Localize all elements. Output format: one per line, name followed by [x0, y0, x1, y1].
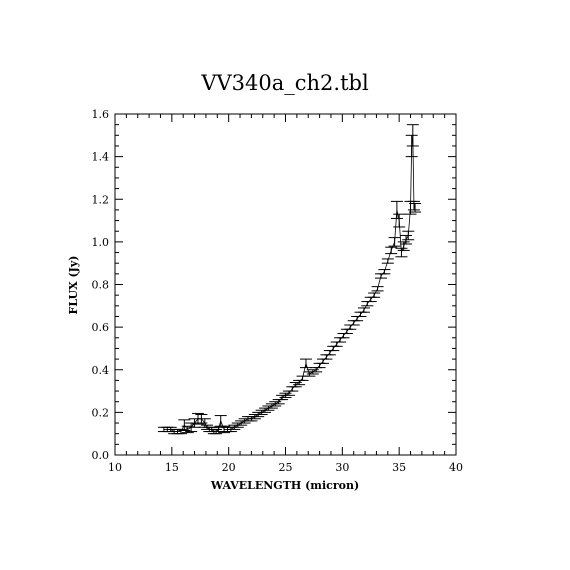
- y-tick-label: 0.2: [92, 406, 110, 419]
- y-tick-label: 1.4: [92, 151, 110, 164]
- y-tick-label: 0.4: [92, 364, 110, 377]
- series-line: [163, 135, 416, 432]
- x-tick-label: 35: [392, 461, 406, 474]
- x-tick-label: 30: [335, 461, 349, 474]
- y-tick-label: 1.6: [92, 108, 110, 121]
- axis-ticks: [114, 113, 457, 456]
- x-tick-label: 25: [279, 461, 293, 474]
- plot-frame: [114, 113, 457, 456]
- y-axis-label: FLUX (Jy): [67, 256, 80, 315]
- x-tick-label: 15: [165, 461, 179, 474]
- x-tick-label: 10: [108, 461, 122, 474]
- y-tick-label: 1.2: [92, 193, 110, 206]
- chart-title: VV340a_ch2.tbl: [200, 71, 369, 95]
- x-tick-label: 20: [222, 461, 236, 474]
- y-tick-label: 0.6: [92, 321, 110, 334]
- y-tick-label: 0.0: [92, 449, 110, 462]
- error-bars: [157, 124, 422, 435]
- y-tick-label: 0.8: [92, 279, 110, 292]
- x-tick-label: 40: [449, 461, 463, 474]
- y-tick-label: 1.0: [92, 236, 110, 249]
- tick-labels: 10 15 20 25 30 35 40 0.0 0.2 0.4 0.6 0.8 1.0 1.2 1.4 1.…: [92, 108, 464, 474]
- x-axis-label: WAVELENGTH (micron): [210, 479, 359, 492]
